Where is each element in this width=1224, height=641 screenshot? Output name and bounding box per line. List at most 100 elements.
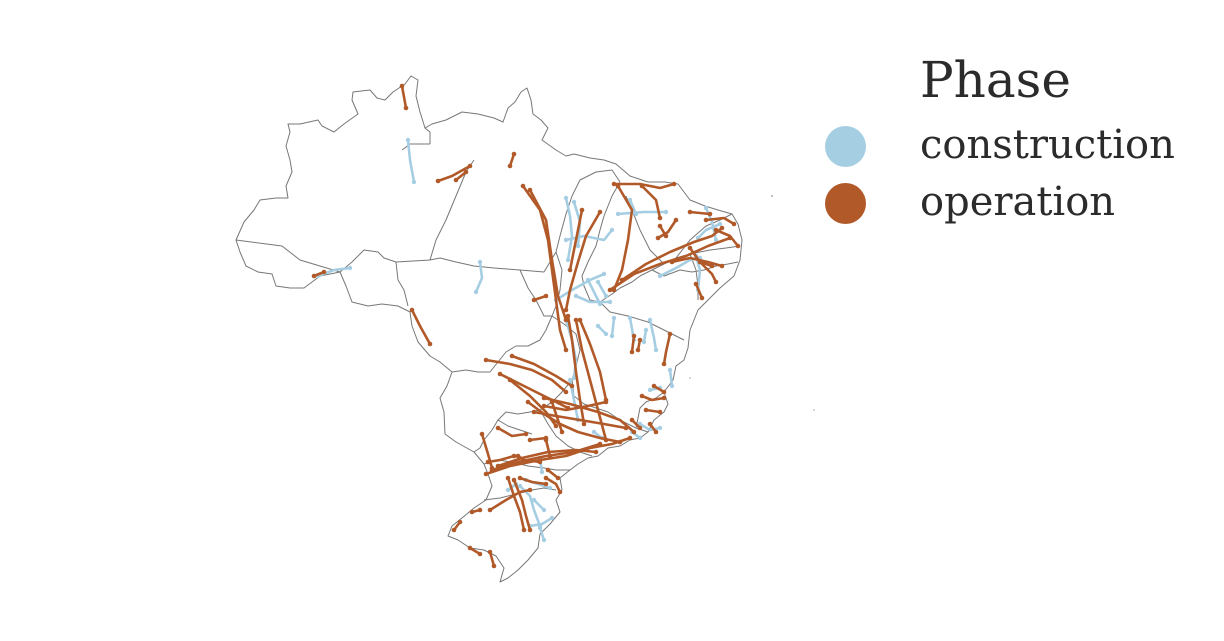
transmission-line <box>496 426 528 438</box>
line-endpoint <box>495 463 501 469</box>
line-endpoint <box>509 353 515 359</box>
line-endpoint <box>643 407 649 413</box>
operation-swatch-icon <box>825 183 866 224</box>
transmission-line <box>644 408 662 414</box>
legend-item-construction: construction <box>820 120 1210 170</box>
line-endpoint <box>657 273 663 279</box>
line-endpoint <box>477 551 483 557</box>
transmission-line <box>488 550 496 568</box>
line-endpoint <box>595 323 601 329</box>
transmission-line <box>532 498 546 512</box>
transmission-line <box>670 256 724 268</box>
line-endpoint <box>615 211 621 217</box>
transmission-line <box>640 394 666 402</box>
transmission-line <box>612 182 676 190</box>
construction-lines <box>315 137 723 543</box>
line-endpoint <box>511 151 517 157</box>
line-endpoint <box>515 453 521 459</box>
line-endpoint <box>727 235 733 241</box>
line-endpoint <box>565 257 571 263</box>
line-endpoint <box>631 333 637 339</box>
line-endpoint <box>565 313 571 319</box>
transmission-line <box>526 400 622 444</box>
line-endpoint <box>543 293 549 299</box>
line-endpoint <box>511 477 517 483</box>
transmission-line <box>510 354 574 388</box>
construction-swatch-icon <box>825 126 866 167</box>
line-endpoint <box>473 289 479 295</box>
line-endpoint <box>611 315 617 321</box>
transmission-line <box>480 432 494 470</box>
line-endpoint <box>507 377 513 383</box>
line-endpoint <box>549 515 555 521</box>
line-endpoint <box>731 221 737 227</box>
line-endpoint <box>321 269 327 275</box>
transmission-line <box>521 184 568 352</box>
transmission-line <box>484 358 568 394</box>
transmission-line <box>516 454 542 464</box>
line-endpoint <box>655 235 661 241</box>
line-endpoint <box>521 527 527 533</box>
line-endpoint <box>601 271 607 277</box>
line-endpoint <box>525 399 531 405</box>
line-endpoint <box>505 487 511 493</box>
transmission-line <box>688 210 712 216</box>
transmission-line <box>410 308 432 346</box>
line-endpoint <box>541 507 547 513</box>
line-endpoint <box>569 383 575 389</box>
line-endpoint <box>409 307 415 313</box>
transmission-line <box>508 378 558 428</box>
line-endpoint <box>541 537 547 543</box>
line-endpoint <box>669 259 675 265</box>
transmission-line <box>630 334 636 354</box>
line-endpoint <box>537 525 543 531</box>
transmission-line <box>564 196 574 262</box>
line-endpoint <box>567 267 573 273</box>
line-endpoint <box>543 437 549 443</box>
transmission-line <box>528 436 548 442</box>
line-endpoint <box>627 315 633 321</box>
country-outline <box>235 75 743 583</box>
line-endpoint <box>735 243 741 249</box>
transmission-line <box>648 318 658 352</box>
line-endpoint <box>453 177 459 183</box>
transmission-line <box>544 476 562 494</box>
legend-title: Phase <box>920 51 1071 109</box>
line-endpoint <box>643 327 649 333</box>
line-endpoint <box>487 549 493 555</box>
line-endpoint <box>637 435 643 441</box>
transmission-line <box>696 222 722 240</box>
line-endpoint <box>673 217 679 223</box>
line-endpoint <box>489 465 495 471</box>
legend-item-operation: operation <box>820 177 1210 227</box>
transmission-line <box>574 318 608 442</box>
line-endpoint <box>557 489 563 495</box>
line-endpoint <box>577 317 583 323</box>
line-endpoint <box>571 199 577 205</box>
transmission-line <box>640 184 662 220</box>
line-endpoint <box>527 527 533 533</box>
line-endpoint <box>579 207 585 213</box>
line-endpoint <box>523 431 529 437</box>
line-endpoint <box>347 265 353 271</box>
transmission-line <box>564 210 602 312</box>
line-endpoint <box>549 399 555 405</box>
transmission-line <box>656 218 678 240</box>
line-endpoint <box>411 179 417 185</box>
transmission-line <box>506 476 526 532</box>
line-endpoint <box>563 317 569 323</box>
transmission-line <box>490 442 602 472</box>
line-endpoint <box>635 347 641 353</box>
line-endpoint <box>505 475 511 481</box>
transmission-line <box>578 318 608 402</box>
transmission-line <box>574 294 612 304</box>
transmission-line <box>610 316 616 338</box>
line-endpoint <box>653 429 659 435</box>
line-endpoint <box>543 481 549 487</box>
line-endpoint <box>531 409 537 415</box>
line-endpoint <box>451 527 457 533</box>
line-endpoint <box>651 383 657 389</box>
line-endpoint <box>585 277 591 283</box>
transmission-line <box>484 436 632 476</box>
line-endpoint <box>663 209 669 215</box>
